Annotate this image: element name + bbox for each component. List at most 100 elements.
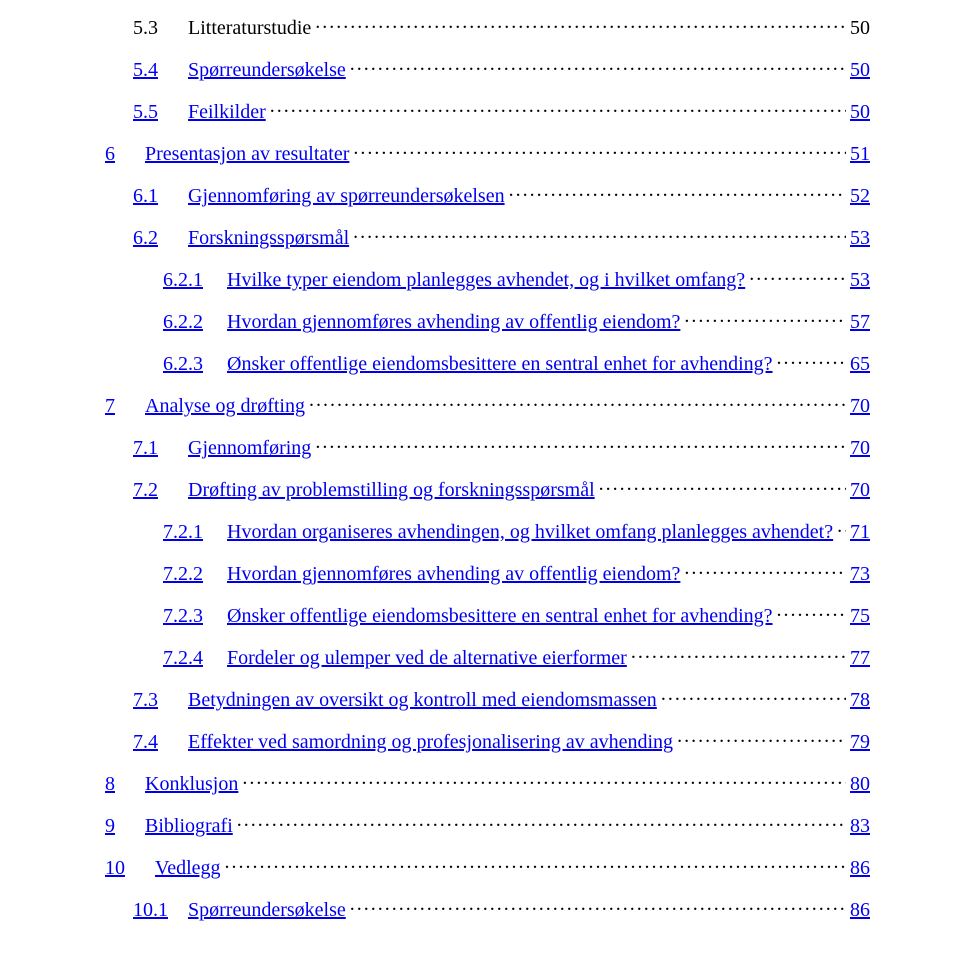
toc-link[interactable]: 53 xyxy=(850,269,870,292)
toc-entry[interactable]: 7.1Gjennomføring 70 xyxy=(105,434,870,460)
toc-entry-title: Feilkilder xyxy=(188,101,266,123)
toc-link[interactable]: 6 xyxy=(105,143,115,166)
toc-link[interactable]: 77 xyxy=(850,647,870,670)
toc-link[interactable]: Vedlegg xyxy=(125,857,221,880)
toc-link[interactable]: 7.2.4 xyxy=(163,647,203,670)
toc-link[interactable]: 57 xyxy=(850,311,870,334)
toc-link[interactable]: 71 xyxy=(850,521,870,544)
toc-link[interactable]: 5.5 xyxy=(133,101,158,124)
toc-entry-title: Analyse og drøfting xyxy=(145,395,305,417)
toc-entry-number: 6.2 xyxy=(133,227,158,249)
toc-link[interactable]: 50 xyxy=(850,59,870,82)
toc-link[interactable]: Bibliografi xyxy=(115,815,233,838)
toc-link[interactable]: 10.1 xyxy=(133,899,168,922)
toc-entry[interactable]: 6.2.1Hvilke typer eiendom planlegges avh… xyxy=(105,266,870,292)
toc-entry[interactable]: 7.2.3Ønsker offentlige eiendomsbesittere… xyxy=(105,602,870,628)
toc-link[interactable]: 6.2 xyxy=(133,227,158,250)
toc-entry[interactable]: 6Presentasjon av resultater 51 xyxy=(105,140,870,166)
toc-link[interactable]: 75 xyxy=(850,605,870,628)
toc-entry-number: 7.4 xyxy=(133,731,158,753)
toc-entry[interactable]: 9Bibliografi 83 xyxy=(105,812,870,838)
toc-link[interactable]: 83 xyxy=(850,815,870,838)
toc-link[interactable]: Effekter ved samordning og profesjonalis… xyxy=(158,731,673,754)
toc-entry[interactable]: 10.1 Spørreundersøkelse 86 xyxy=(105,896,870,922)
toc-entry-page: 70 xyxy=(850,479,870,501)
toc-entry[interactable]: 6.2Forskningsspørsmål 53 xyxy=(105,224,870,250)
toc-link[interactable]: 7.2.3 xyxy=(163,605,203,628)
toc-entry-page: 57 xyxy=(850,311,870,333)
toc-link[interactable]: Hvordan gjennomføres avhending av offent… xyxy=(203,311,680,334)
toc-link[interactable]: 6.2.3 xyxy=(163,353,203,376)
toc-entry[interactable]: 7 Analyse og drøfting 70 xyxy=(105,392,870,418)
toc-link[interactable]: Presentasjon av resultater xyxy=(115,143,349,166)
toc-link[interactable]: Spørreundersøkelse xyxy=(158,59,346,82)
toc-link[interactable]: 6.1 xyxy=(133,185,158,208)
toc-entry[interactable]: 7.2.4Fordeler og ulemper ved de alternat… xyxy=(105,644,870,670)
toc-link[interactable]: Hvordan organiseres avhendingen, og hvil… xyxy=(203,521,833,544)
toc-link[interactable]: 7.2.2 xyxy=(163,563,203,586)
toc-entry[interactable]: 7.2.2Hvordan gjennomføres avhending av o… xyxy=(105,560,870,586)
toc-link[interactable]: Ønsker offentlige eiendomsbesittere en s… xyxy=(203,605,773,628)
toc-entry-title: Spørreundersøkelse xyxy=(188,899,346,921)
toc-link[interactable]: 8 xyxy=(105,773,115,796)
toc-link[interactable]: 52 xyxy=(850,185,870,208)
toc-link[interactable]: 79 xyxy=(850,731,870,754)
toc-link[interactable]: Hvordan gjennomføres avhending av offent… xyxy=(203,563,680,586)
toc-link[interactable]: 7.1 xyxy=(133,437,158,460)
toc-link[interactable]: 50 xyxy=(850,101,870,124)
toc-link[interactable]: Forskningsspørsmål xyxy=(158,227,349,250)
toc-link[interactable]: 70 xyxy=(850,479,870,502)
toc-link[interactable]: 80 xyxy=(850,773,870,796)
toc-leader-dots xyxy=(684,308,846,328)
toc-link[interactable]: Analyse og drøfting xyxy=(115,395,305,418)
toc-link[interactable]: Fordeler og ulemper ved de alternative e… xyxy=(203,647,627,670)
toc-link[interactable]: 6.2.2 xyxy=(163,311,203,334)
toc-entry[interactable]: 7.2Drøfting av problemstilling og forskn… xyxy=(105,476,870,502)
toc-link[interactable]: 9 xyxy=(105,815,115,838)
toc-link[interactable]: Feilkilder xyxy=(158,101,266,124)
toc-entry[interactable]: 7.2.1Hvordan organiseres avhendingen, og… xyxy=(105,518,870,544)
toc-link[interactable]: 65 xyxy=(850,353,870,376)
toc-entry[interactable]: 5.5 Feilkilder 50 xyxy=(105,98,870,124)
toc-entry[interactable]: 7.3Betydningen av oversikt og kontroll m… xyxy=(105,686,870,712)
toc-entry-number: 7.2.4 xyxy=(163,647,203,669)
toc-entry-page: 50 xyxy=(850,101,870,123)
toc-entry[interactable]: 5.4Spørreundersøkelse 50 xyxy=(105,56,870,82)
toc-link[interactable]: 7.2 xyxy=(133,479,158,502)
toc-leader-dots xyxy=(777,350,846,370)
toc-entry[interactable]: 6.1Gjennomføring av spørreundersøkelsen 5… xyxy=(105,182,870,208)
toc-link[interactable]: Spørreundersøkelse xyxy=(168,899,346,922)
toc-entry-title: Vedlegg xyxy=(155,857,221,879)
toc-link[interactable]: Drøfting av problemstilling og forskning… xyxy=(158,479,595,502)
toc-entry[interactable]: 6.2.3Ønsker offentlige eiendomsbesittere… xyxy=(105,350,870,376)
toc-link[interactable]: 86 xyxy=(850,899,870,922)
toc-entry[interactable]: 6.2.2Hvordan gjennomføres avhending av o… xyxy=(105,308,870,334)
toc-link[interactable]: Konklusjon xyxy=(115,773,238,796)
toc-link[interactable]: 7.2.1 xyxy=(163,521,203,544)
toc-link[interactable]: 70 xyxy=(850,395,870,418)
toc-link[interactable]: Gjennomføring xyxy=(158,437,311,460)
toc-link[interactable]: 7 xyxy=(105,395,115,418)
toc-link[interactable]: 70 xyxy=(850,437,870,460)
toc-link[interactable]: Gjennomføring av spørreundersøkelsen xyxy=(158,185,505,208)
toc-entry[interactable]: 7.4Effekter ved samordning og profesjona… xyxy=(105,728,870,754)
toc-link[interactable]: 53 xyxy=(850,227,870,250)
toc-link[interactable]: 10 xyxy=(105,857,125,880)
toc-link[interactable]: 73 xyxy=(850,563,870,586)
toc-link[interactable]: 86 xyxy=(850,857,870,880)
toc-entry-page: 52 xyxy=(850,185,870,207)
toc-link[interactable]: 6.2.1 xyxy=(163,269,203,292)
toc-link[interactable]: 78 xyxy=(850,689,870,712)
toc-link[interactable]: Hvilke typer eiendom planlegges avhendet… xyxy=(203,269,745,292)
toc-link[interactable]: Ønsker offentlige eiendomsbesittere en s… xyxy=(203,353,773,376)
toc-entry-page: 83 xyxy=(850,815,870,837)
toc-link[interactable]: 7.3 xyxy=(133,689,158,712)
toc-link[interactable]: Betydningen av oversikt og kontroll med … xyxy=(158,689,657,712)
toc-entry[interactable]: 8Konklusjon 80 xyxy=(105,770,870,796)
toc-leader-dots xyxy=(350,896,846,916)
toc-leader-dots xyxy=(749,266,846,286)
toc-entry[interactable]: 10 Vedlegg 86 xyxy=(105,854,870,880)
toc-link[interactable]: 5.4 xyxy=(133,59,158,82)
toc-link[interactable]: 7.4 xyxy=(133,731,158,754)
toc-link[interactable]: 51 xyxy=(850,143,870,166)
